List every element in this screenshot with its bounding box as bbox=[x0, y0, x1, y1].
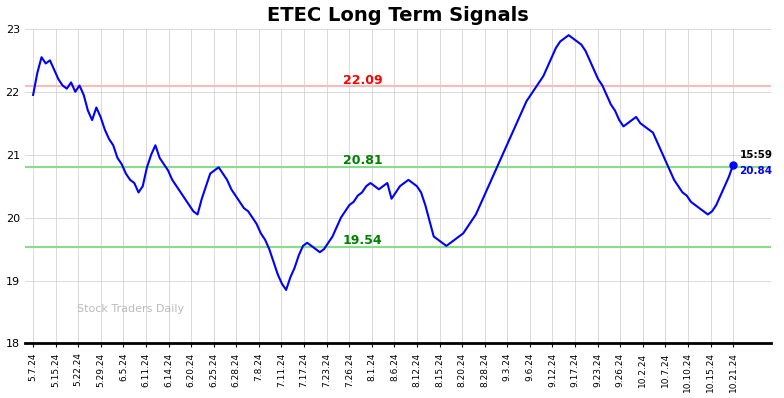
Text: 20.81: 20.81 bbox=[343, 154, 383, 167]
Title: ETEC Long Term Signals: ETEC Long Term Signals bbox=[267, 6, 528, 25]
Text: 20.84: 20.84 bbox=[739, 166, 772, 176]
Text: 19.54: 19.54 bbox=[343, 234, 383, 247]
Text: 15:59: 15:59 bbox=[739, 150, 772, 160]
Text: Stock Traders Daily: Stock Traders Daily bbox=[77, 304, 184, 314]
Text: 22.09: 22.09 bbox=[343, 74, 383, 87]
